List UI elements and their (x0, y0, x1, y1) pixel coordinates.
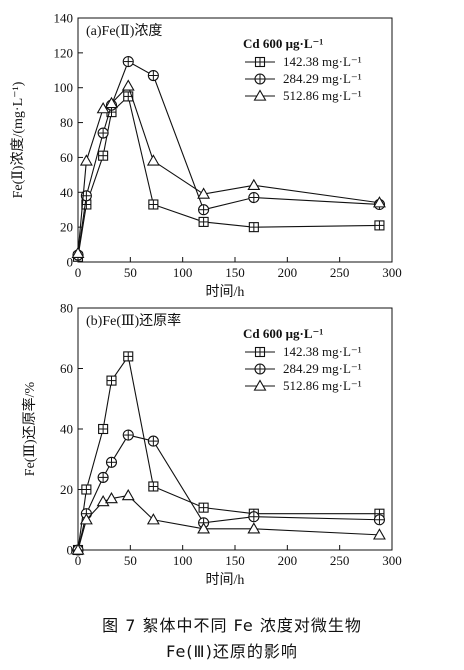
panel-a-x-tick-label: 250 (330, 265, 350, 280)
panel-a-y-tick-label: 100 (54, 80, 74, 95)
panel-b-x-tick-label: 0 (75, 553, 82, 568)
panel-a-x-axis-label: 时间/h (206, 284, 245, 300)
panel-b-series-2-point-8 (372, 528, 386, 540)
panel-a-y-tick-label: 80 (60, 115, 73, 130)
panel-a-y-tick-label: 40 (60, 185, 73, 200)
panel-b-series-2 (71, 488, 386, 555)
panel-a-legend-title: Cd 600 μg·L⁻¹ (243, 36, 323, 51)
panel-b-series-2-point-3 (105, 491, 118, 504)
panel-b-series-2-line (77, 494, 380, 551)
figure-caption-line-1: 图 7 絮体中不同 Fe 浓度对微生物 (102, 616, 362, 635)
panel-a-series-2-point-8 (372, 196, 386, 208)
panel-a-title: (a)Fe(Ⅱ)浓度 (86, 23, 162, 39)
panel-b-series-2-point-0 (71, 543, 85, 555)
panel-a: 0 50 100 150 200 250 300 0 20 40 60 80 100 120 140 时间/h… (10, 11, 402, 301)
panel-b-series-2-point-2 (96, 494, 110, 507)
panel-a-x-tick-label: 50 (124, 265, 137, 280)
panel-b-legend-marker-2 (253, 379, 267, 391)
panel-a-legend-label-0: 142.38 mg·L⁻¹ (283, 54, 362, 69)
panel-b-series-2-point-1 (79, 513, 93, 525)
panel-b-y-tick-label: 40 (60, 422, 73, 437)
panel-a-series-2 (71, 79, 386, 258)
panel-a-x-tick-label: 100 (173, 265, 193, 280)
panel-b-y-tick-label: 0 (67, 543, 74, 558)
panel-b-series-2-point-7 (247, 522, 261, 534)
panel-b-y-axis-label: Fe(Ⅲ)还原率/% (21, 381, 38, 476)
panel-a-series-2-point-3 (105, 96, 118, 109)
figure-canvas: 0 50 100 150 200 250 300020406080100120140时间/h… (10, 11, 402, 589)
panel-a-x-tick-label: 200 (278, 265, 298, 280)
panel-b-x-tick-label: 150 (225, 553, 245, 568)
panel-a-series-0 (72, 91, 385, 262)
panel-a-y-axis-label: Fe(Ⅱ)浓度/(mg·L⁻¹) (10, 81, 26, 198)
panel-b-x-tick-label: 50 (124, 553, 137, 568)
panel-a-series-0-line (77, 95, 380, 257)
panel-a-y-tick-label: 20 (60, 220, 73, 235)
panel-b-series-1 (72, 429, 385, 556)
panel-b: 0 50 100 150 200 250 300 0 20 40 60 80 时间/h Fe(Ⅲ)还原率/… (21, 301, 402, 589)
panel-a-series-2-point-4 (121, 79, 135, 91)
panel-b-x-tick-label: 200 (278, 553, 298, 568)
panel-b-legend-title: Cd 600 μg·L⁻¹ (243, 326, 323, 341)
panel-a-series-2-point-7 (247, 178, 261, 190)
panel-b-x-tick-label: 250 (330, 553, 350, 568)
panel-b-title: (b)Fe(Ⅲ)还原率 (86, 312, 181, 329)
panel-b-series-2-point-5 (146, 513, 160, 525)
panel-a-series-2-line (77, 84, 380, 254)
panel-a-legend-marker-2 (253, 89, 267, 101)
panel-b-legend-label-0: 142.38 mg·L⁻¹ (283, 344, 362, 359)
panel-a-y-tick-label: 140 (54, 11, 74, 26)
panel-b-x-axis-label: 时间/h (206, 572, 245, 588)
panel-a-legend-label-1: 284.29 mg·L⁻¹ (283, 71, 362, 86)
figure-caption-line-2: Fe(Ⅲ)还原的影响 (166, 642, 298, 661)
panel-b-y-tick-label: 20 (60, 482, 73, 497)
panel-b-series-2-point-6 (197, 522, 211, 534)
panel-b-x-tick-label: 100 (173, 553, 193, 568)
panel-b-legend-label-1: 284.29 mg·L⁻¹ (283, 361, 362, 376)
panel-a-x-tick-label: 0 (75, 265, 82, 280)
panel-a-y-tick-label: 0 (67, 255, 74, 270)
panel-a-series-2-point-1 (79, 154, 93, 166)
panel-b-x-tick-label: 300 (382, 553, 402, 568)
panel-b-legend-label-2: 512.86 mg·L⁻¹ (283, 378, 362, 393)
panel-a-series-2-point-0 (71, 246, 85, 258)
panel-a-y-tick-label: 60 (60, 150, 73, 165)
panel-a-x-tick-label: 300 (382, 265, 402, 280)
panel-a-y-tick-label: 120 (54, 45, 74, 60)
panel-b-y-tick-label: 60 (60, 361, 73, 376)
panel-a-legend-label-2: 512.86 mg·L⁻¹ (283, 88, 362, 103)
panel-a-series-2-point-6 (197, 187, 211, 199)
panel-b-series-2-point-4 (121, 488, 135, 501)
panel-a-x-tick-label: 150 (225, 265, 245, 280)
panel-b-y-tick-label: 80 (60, 301, 73, 316)
panel-a-series-2-point-5 (146, 154, 160, 166)
